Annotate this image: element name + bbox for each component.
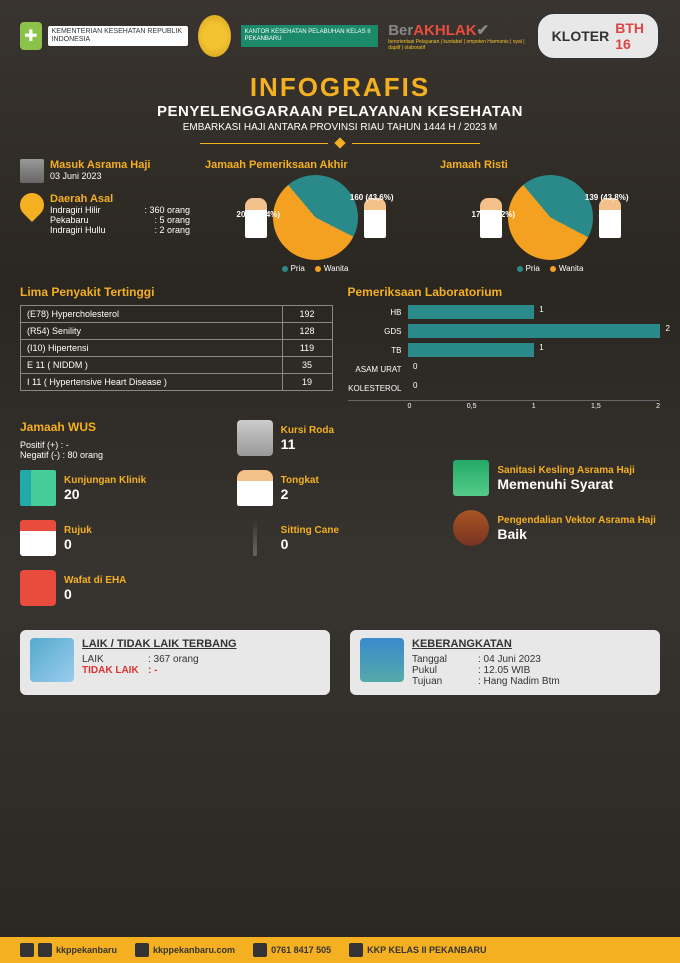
box-row: TIDAK LAIK: - <box>82 665 320 676</box>
phone-icon <box>253 943 267 957</box>
stat-item: Kunjungan Klinik20 <box>20 470 227 506</box>
laik-box: LAIK / TIDAK LAIK TERBANG LAIK: 367 oran… <box>20 630 330 695</box>
person-icon <box>599 198 621 238</box>
info-left: Masuk Asrama Haji 03 Juni 2023 Daerah As… <box>20 159 190 273</box>
stat-item: Sitting Cane0 <box>237 520 444 556</box>
box-row: Tujuan: Hang Nadim Btm <box>412 676 650 687</box>
footer: kkppekanbaru kkppekanbaru.com 0761 8417 … <box>0 937 680 963</box>
stat-icon <box>20 570 56 606</box>
stat-item: Pengendalian Vektor Asrama HajiBaik <box>453 510 660 546</box>
health-logo-icon: ✚ <box>20 22 42 50</box>
building-icon <box>20 159 44 183</box>
stats-left: Jamaah WUS Positif (+) : - Negatif (-) :… <box>20 420 227 620</box>
seal-icon <box>198 15 231 57</box>
pie2-chart: 178 (56,2%) 139 (43,8%) <box>508 175 593 260</box>
header: ✚ KEMENTERIAN KESEHATAN REPUBLIK INDONES… <box>20 12 660 60</box>
facebook-icon <box>20 943 34 957</box>
top-row: Masuk Asrama Haji 03 Juni 2023 Daerah As… <box>20 159 660 273</box>
stats-right: Sanitasi Kesling Asrama HajiMemenuhi Sya… <box>453 420 660 620</box>
ministry-text: KEMENTERIAN KESEHATAN REPUBLIK INDONESIA <box>48 26 188 45</box>
bar-row: HB1 <box>348 305 661 319</box>
kloter-badge: KLOTER BTH 16 <box>536 12 660 60</box>
stat-item: Sanitasi Kesling Asrama HajiMemenuhi Sya… <box>453 460 660 496</box>
table-row: (E78) Hypercholesterol192 <box>21 306 333 323</box>
stats-section: Jamaah WUS Positif (+) : - Negatif (-) :… <box>20 420 660 620</box>
youtube-icon <box>349 943 363 957</box>
box-row: Pukul: 12.05 WIB <box>412 665 650 676</box>
stat-item: Wafat di EHA0 <box>20 570 227 606</box>
globe-icon <box>135 943 149 957</box>
depart-box: KEBERANGKATAN Tanggal: 04 Juni 2023Pukul… <box>350 630 660 695</box>
person-icon <box>364 198 386 238</box>
bar-row: TB1 <box>348 343 661 357</box>
stat-item: Tongkat2 <box>237 470 444 506</box>
ministry-logo: ✚ KEMENTERIAN KESEHATAN REPUBLIK INDONES… <box>20 22 188 50</box>
disease-table: Lima Penyakit Tertinggi (E78) Hyperchole… <box>20 285 333 410</box>
lab-chart: Pemeriksaan Laboratorium HB1GDS2TB1ASAM … <box>348 285 661 410</box>
table-row: I 11 ( Hypertensive Heart Disease )19 <box>21 374 333 391</box>
title-sub2: EMBARKASI HAJI ANTARA PROVINSI RIAU TAHU… <box>20 122 660 133</box>
plane-icon <box>30 638 74 682</box>
legend-item: Wanita <box>315 264 349 273</box>
bottom-row: LAIK / TIDAK LAIK TERBANG LAIK: 367 oran… <box>20 630 660 695</box>
origin-row: Indragiri Hilir: 360 orang <box>50 205 190 215</box>
khp-text: KANTOR KESEHATAN PELABUHAN KELAS II PEKA… <box>241 25 379 46</box>
title-main: INFOGRAFIS <box>20 72 660 103</box>
stat-icon <box>253 520 257 556</box>
bar-row: KOLESTEROL0 <box>348 381 661 395</box>
bar-row: GDS2 <box>348 324 661 338</box>
stats-mid: Kursi Roda11 Tongkat2 Sitting Cane0 <box>237 420 444 620</box>
origin-row: Pekabaru: 5 orang <box>50 215 190 225</box>
stat-icon <box>237 470 273 506</box>
wus-block: Jamaah WUS Positif (+) : - Negatif (-) :… <box>20 420 227 460</box>
pin-icon <box>15 188 49 222</box>
mid-row: Lima Penyakit Tertinggi (E78) Hyperchole… <box>20 285 660 410</box>
berakhlak-logo: BerAKHLAK✔ berorientasi Pelayanan | kunt… <box>388 21 525 51</box>
stat-icon <box>453 460 489 496</box>
bar-row: ASAM URAT0 <box>348 362 661 376</box>
stat-icon <box>20 470 56 506</box>
stat-item: Kursi Roda11 <box>237 420 444 456</box>
table-row: (R54) Senility128 <box>21 323 333 340</box>
legend-item: Wanita <box>550 264 584 273</box>
stat-icon <box>20 520 56 556</box>
origin-row: Indragiri Hullu: 2 orang <box>50 225 190 235</box>
instagram-icon <box>38 943 52 957</box>
legend-item: Pria <box>282 264 305 273</box>
table-row: E 11 ( NIDDM )35 <box>21 357 333 374</box>
box-row: LAIK: 367 orang <box>82 654 320 665</box>
box-row: Tanggal: 04 Juni 2023 <box>412 654 650 665</box>
ticket-icon <box>360 638 404 682</box>
pie1-chart: 207 (56,4%) 160 (43,6%) <box>273 175 358 260</box>
pie1-section: Jamaah Pemeriksaan Akhir 207 (56,4%) 160… <box>205 159 425 273</box>
stat-item: Rujuk0 <box>20 520 227 556</box>
title-block: INFOGRAFIS PENYELENGGARAAN PELAYANAN KES… <box>20 72 660 147</box>
pie2-section: Jamaah Risti 178 (56,2%) 139 (43,8%) Pri… <box>440 159 660 273</box>
stat-icon <box>237 420 273 456</box>
table-row: (I10) Hipertensi119 <box>21 340 333 357</box>
stat-icon <box>453 510 489 546</box>
title-sub: PENYELENGGARAAN PELAYANAN KESEHATAN <box>20 103 660 120</box>
legend-item: Pria <box>517 264 540 273</box>
